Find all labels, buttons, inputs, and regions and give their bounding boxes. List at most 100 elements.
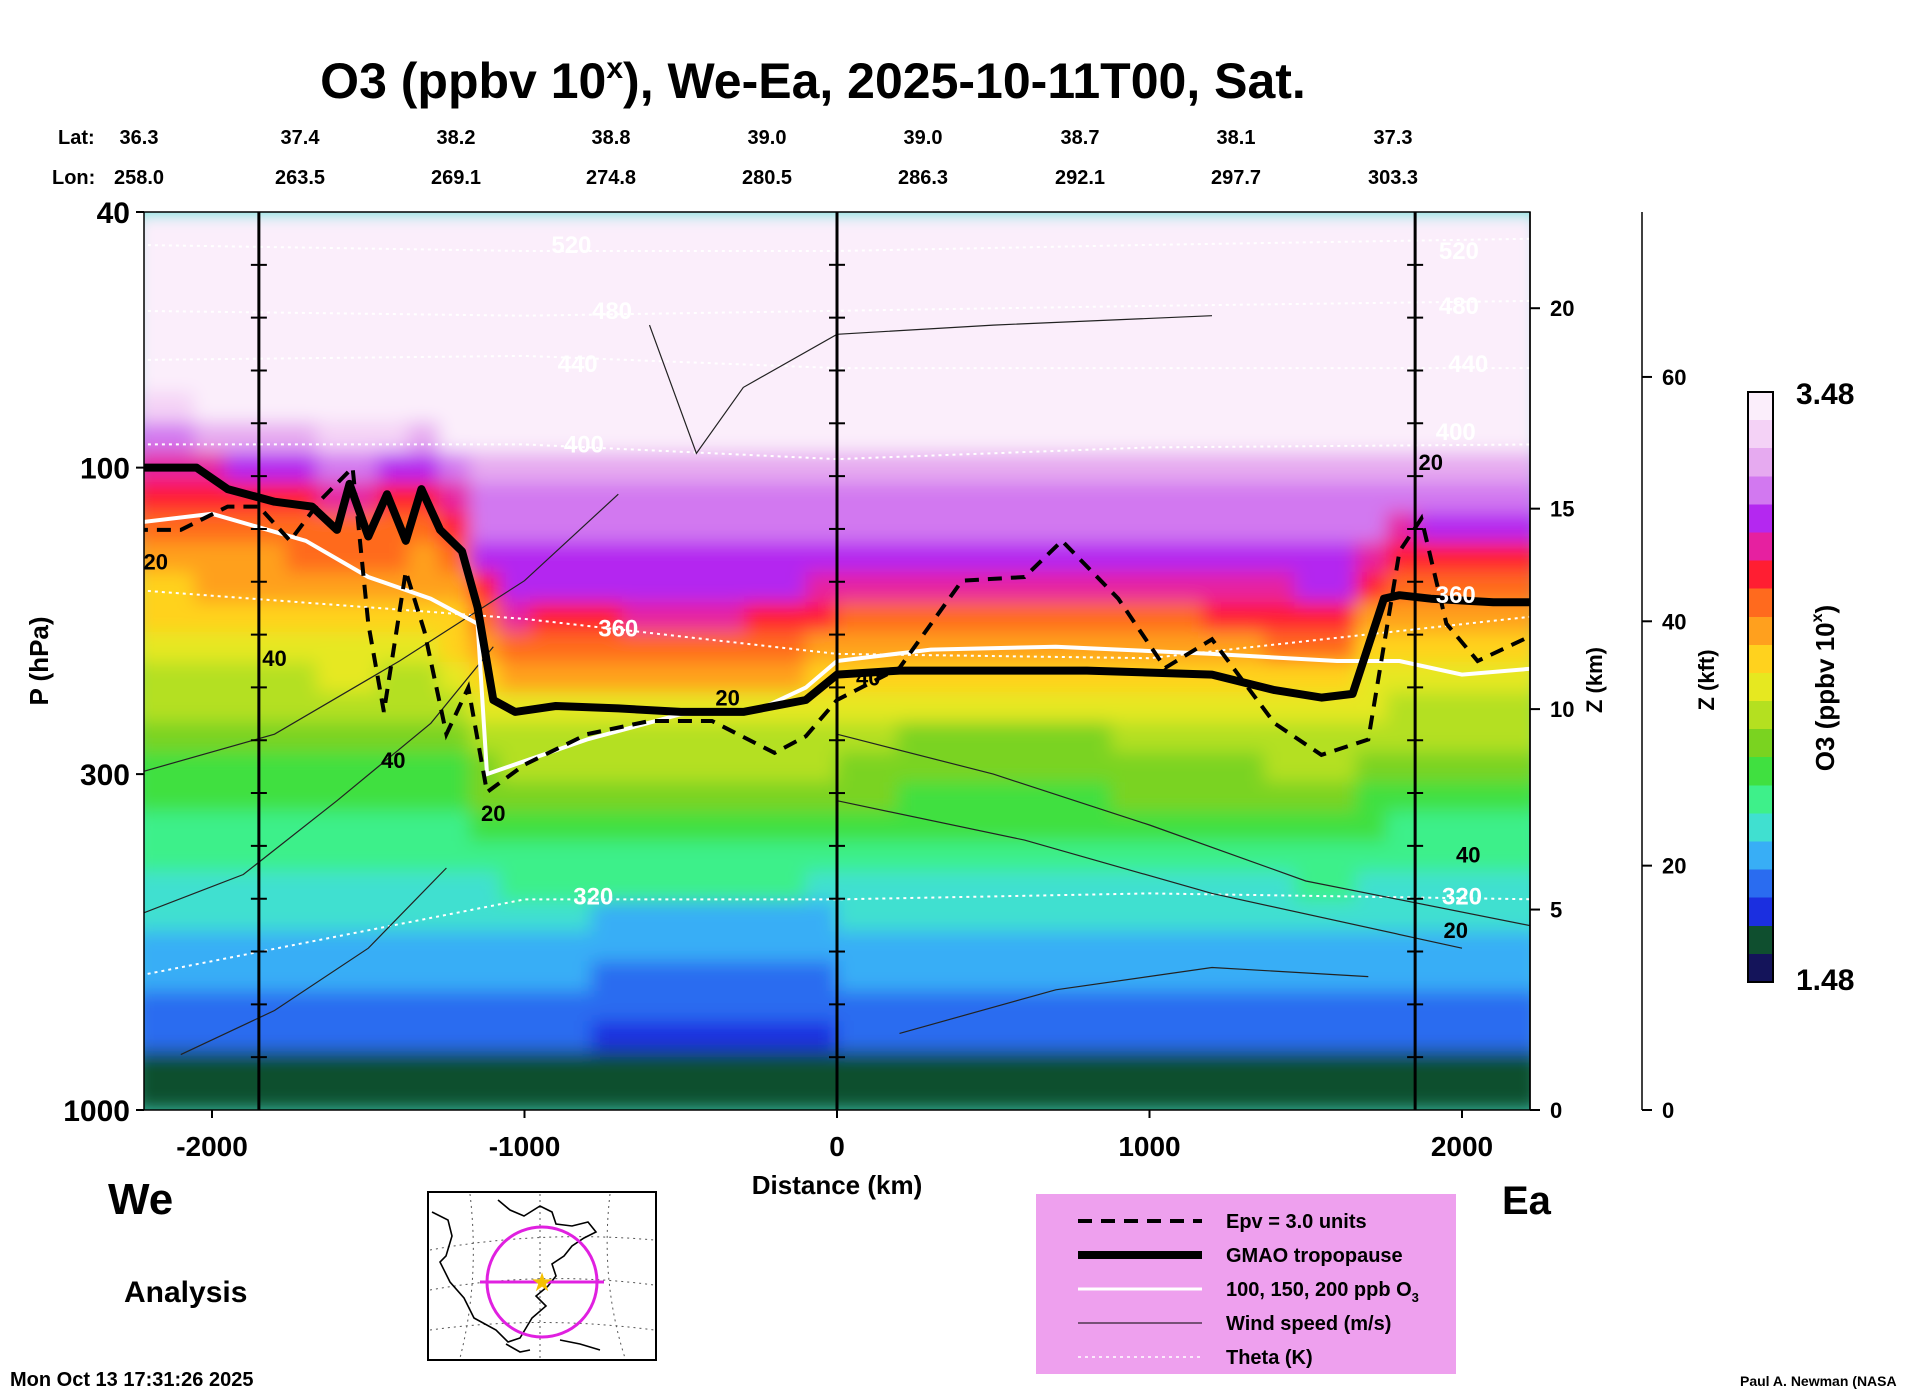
ozone-cell	[1325, 809, 1358, 842]
ozone-cell	[958, 630, 991, 662]
ozone-cell	[683, 510, 716, 543]
ozone-cell	[499, 540, 533, 573]
ozone-cell	[1294, 959, 1328, 992]
ozone-cell	[560, 989, 594, 1022]
ozone-cell	[1447, 689, 1480, 722]
ozone-cell	[713, 1079, 747, 1110]
x-tick-label: 0	[829, 1131, 845, 1162]
ozone-cell	[1233, 689, 1266, 722]
ozone-cell	[1478, 719, 1511, 752]
ozone-cell	[224, 809, 258, 842]
ozone-cell	[316, 360, 349, 393]
ozone-cell	[927, 630, 961, 662]
ozone-cell	[285, 719, 319, 752]
ozone-cell	[1478, 689, 1511, 722]
ozone-cell	[1386, 779, 1419, 812]
ozone-cell	[836, 480, 869, 513]
ozone-cell	[1416, 719, 1450, 752]
ozone-cell	[163, 749, 196, 782]
ozone-cell	[958, 989, 991, 1022]
ozone-cell	[1050, 570, 1083, 603]
ozone-cell	[683, 1079, 716, 1110]
ozone-cell	[1478, 1049, 1511, 1081]
ozone-cell	[866, 929, 900, 962]
ozone-cell	[1325, 779, 1358, 812]
ozone-cell	[1172, 749, 1205, 782]
ozone-cell	[255, 540, 288, 573]
ozone-cell	[224, 1049, 258, 1081]
ozone-cell	[1172, 630, 1205, 662]
ozone-cell	[1233, 839, 1266, 872]
ozone-cell	[377, 1049, 410, 1081]
ozone-cell	[1233, 360, 1266, 393]
ozone-cell	[1264, 450, 1297, 483]
ozone-cell	[144, 480, 166, 513]
ozone-cell	[1172, 212, 1205, 243]
ozone-cell	[774, 660, 808, 692]
ozone-cell	[622, 809, 655, 842]
ozone-cell	[1508, 330, 1530, 363]
ozone-cell	[683, 1049, 716, 1081]
ozone-cell	[346, 212, 380, 243]
theta-label: 360	[598, 615, 638, 642]
ozone-cell	[774, 420, 808, 453]
ozone-cell	[683, 929, 716, 962]
ozone-cell	[560, 240, 594, 273]
ozone-cell	[1325, 1019, 1358, 1052]
ozone-cell	[316, 212, 349, 243]
lon-value: 286.3	[898, 167, 948, 189]
ozone-cell	[683, 1019, 716, 1052]
ozone-cell	[163, 420, 196, 453]
ozone-cell	[469, 240, 502, 273]
ozone-cell	[591, 989, 624, 1022]
ozone-cell	[1080, 749, 1114, 782]
ozone-cell	[530, 212, 563, 243]
ozone-cell	[897, 420, 930, 453]
analysis-label: Analysis	[124, 1276, 247, 1309]
ozone-cell	[713, 480, 747, 513]
ozone-cell	[1264, 300, 1297, 333]
ozone-cell	[1386, 899, 1419, 932]
ozone-cell	[713, 570, 747, 603]
ozone-cell	[927, 510, 961, 543]
ozone-cell	[927, 1079, 961, 1110]
ozone-cell	[1172, 510, 1205, 543]
ozone-cell	[1478, 330, 1511, 363]
ozone-cell	[1111, 899, 1144, 932]
ozone-cell	[897, 1019, 930, 1052]
ozone-cell	[927, 360, 961, 393]
ozone-cell	[1355, 779, 1389, 812]
ozone-cell	[1111, 330, 1144, 363]
ozone-cell	[285, 929, 319, 962]
ozone-cell	[163, 390, 196, 423]
ozone-cell	[1447, 240, 1480, 273]
ozone-cell	[836, 869, 869, 902]
west-label: We	[108, 1175, 173, 1224]
ozone-cell	[866, 839, 900, 872]
ozone-cell	[591, 899, 624, 932]
ozone-cell	[163, 270, 196, 303]
ozone-cell	[927, 330, 961, 363]
ozone-cell	[163, 570, 196, 603]
ozone-cell	[144, 1019, 166, 1052]
lat-value: 38.7	[1061, 127, 1100, 149]
ozone-cell	[1478, 480, 1511, 513]
ozone-cell	[499, 390, 533, 423]
ozone-cell	[408, 270, 441, 303]
ozone-cell	[144, 360, 166, 393]
ozone-cell	[744, 570, 777, 603]
ozone-cell	[1233, 899, 1266, 932]
ozone-cell	[255, 719, 288, 752]
ozone-cell	[560, 270, 594, 303]
ozone-cell	[377, 809, 410, 842]
ozone-cell	[622, 869, 655, 902]
ozone-cell	[163, 212, 196, 243]
ozone-cell	[1386, 1019, 1419, 1052]
ozone-cell	[1325, 600, 1358, 632]
ozone-cell	[866, 1019, 900, 1052]
ozone-cell	[897, 300, 930, 333]
ozone-cell	[1233, 450, 1266, 483]
ozone-cell	[255, 360, 288, 393]
ozone-cell	[1141, 450, 1175, 483]
